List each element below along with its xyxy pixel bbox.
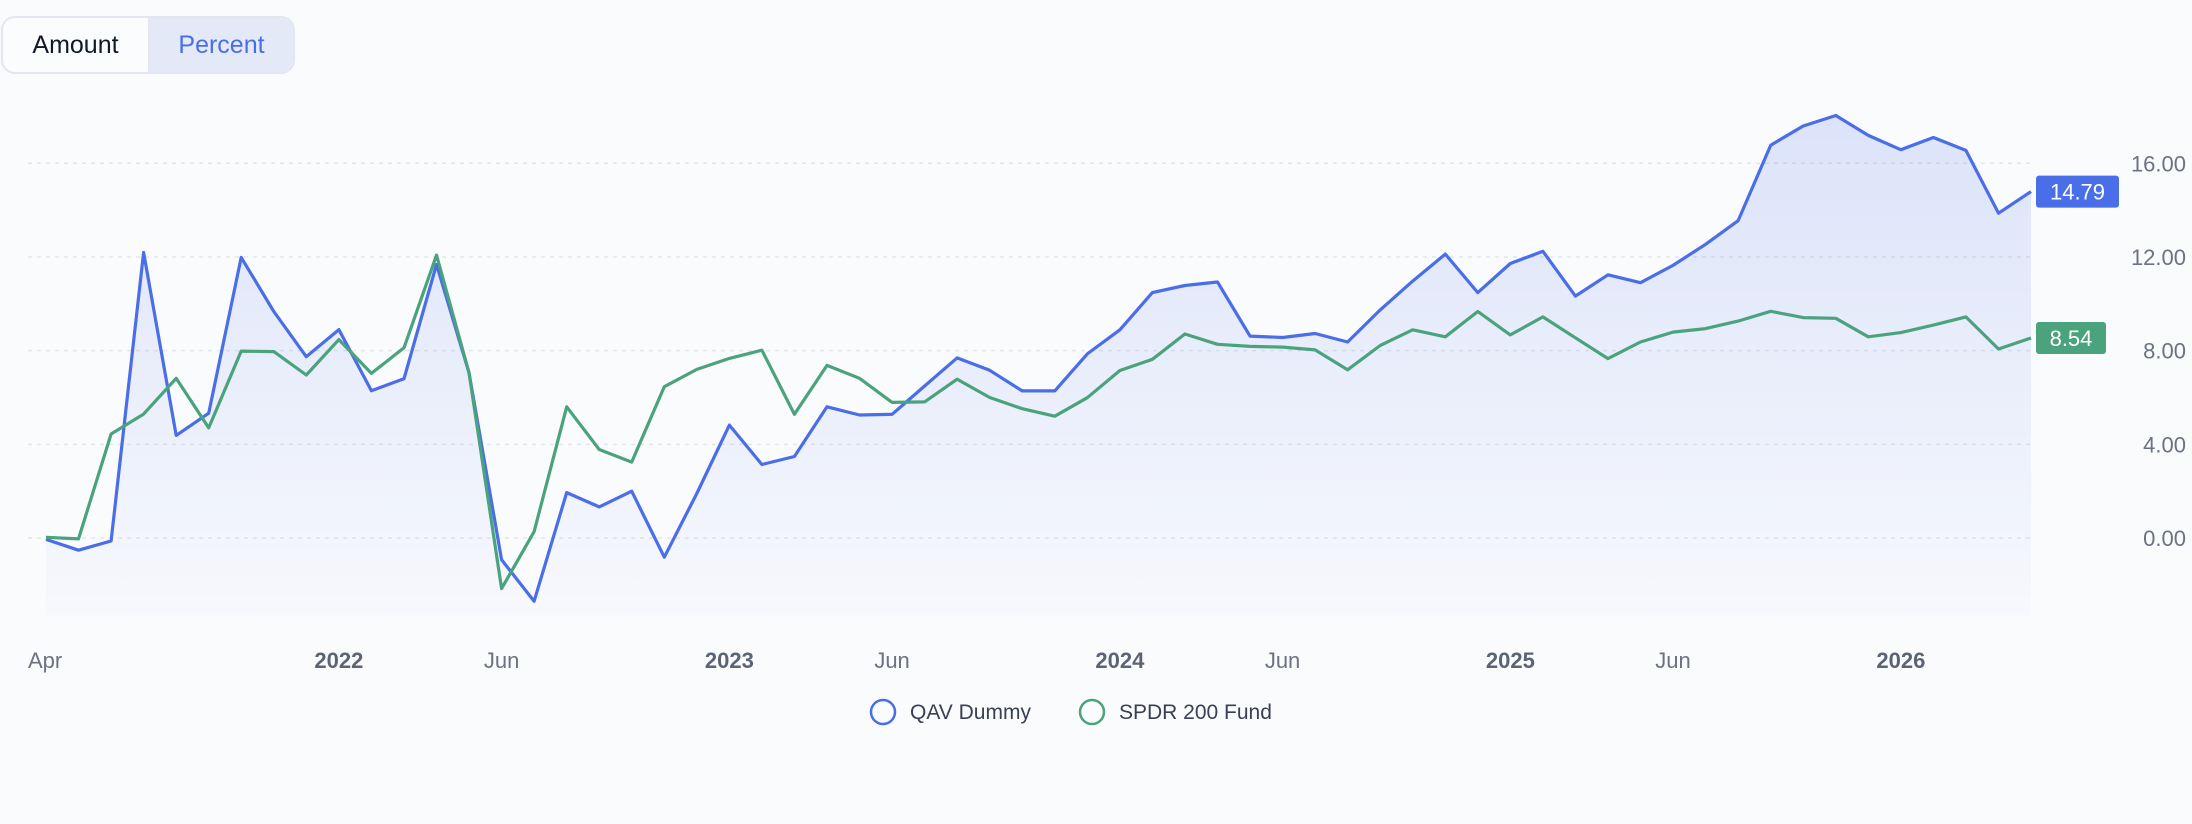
x-tick-label: Apr xyxy=(28,648,62,673)
legend-label: SPDR 200 Fund xyxy=(1119,701,1272,724)
view-toggle: Amount Percent xyxy=(1,16,295,74)
amount-toggle-button[interactable]: Amount xyxy=(3,18,148,72)
last-value-badge xyxy=(2036,321,2106,354)
percent-toggle-button[interactable]: Percent xyxy=(148,18,293,72)
x-tick-label: 2022 xyxy=(314,648,363,673)
legend-marker-icon xyxy=(1078,698,1106,726)
x-tick-label: Jun xyxy=(484,648,519,673)
x-tick-label: 2026 xyxy=(1876,648,1925,673)
last-value-badge xyxy=(2036,175,2119,208)
last-value-label: 14.79 xyxy=(2050,180,2105,205)
y-axis: 0.00 4.00 8.00 12.00 16.00 xyxy=(2131,151,2186,551)
x-tick-label: Jun xyxy=(1655,648,1690,673)
x-tick-label: 2023 xyxy=(705,648,754,673)
last-value-label: 8.54 xyxy=(2050,326,2093,351)
y-tick-label: 0.00 xyxy=(2143,526,2186,551)
series-area-0 xyxy=(46,115,2031,616)
y-tick-label: 16.00 xyxy=(2131,151,2186,176)
legend-marker-icon xyxy=(869,698,897,726)
y-tick-label: 4.00 xyxy=(2143,432,2186,457)
legend: QAV Dummy SPDR 200 Fund xyxy=(869,698,1272,726)
series-layer xyxy=(45,113,2032,616)
legend-label: QAV Dummy xyxy=(910,701,1031,724)
y-tick-label: 12.00 xyxy=(2131,245,2186,270)
x-axis: Apr 2022 Jun 2023 Jun 2024 Jun 2025 Jun 2026 xyxy=(28,648,1925,673)
x-tick-label: 2024 xyxy=(1095,648,1145,673)
x-tick-label: 2025 xyxy=(1486,648,1535,673)
x-tick-label: Jun xyxy=(874,648,909,673)
y-tick-label: 8.00 xyxy=(2143,339,2186,364)
last-value-badges: 14.79 8.54 xyxy=(2036,175,2119,354)
series-line-1 xyxy=(45,253,2032,591)
x-tick-label: Jun xyxy=(1265,648,1300,673)
series-line-0 xyxy=(45,113,2032,603)
